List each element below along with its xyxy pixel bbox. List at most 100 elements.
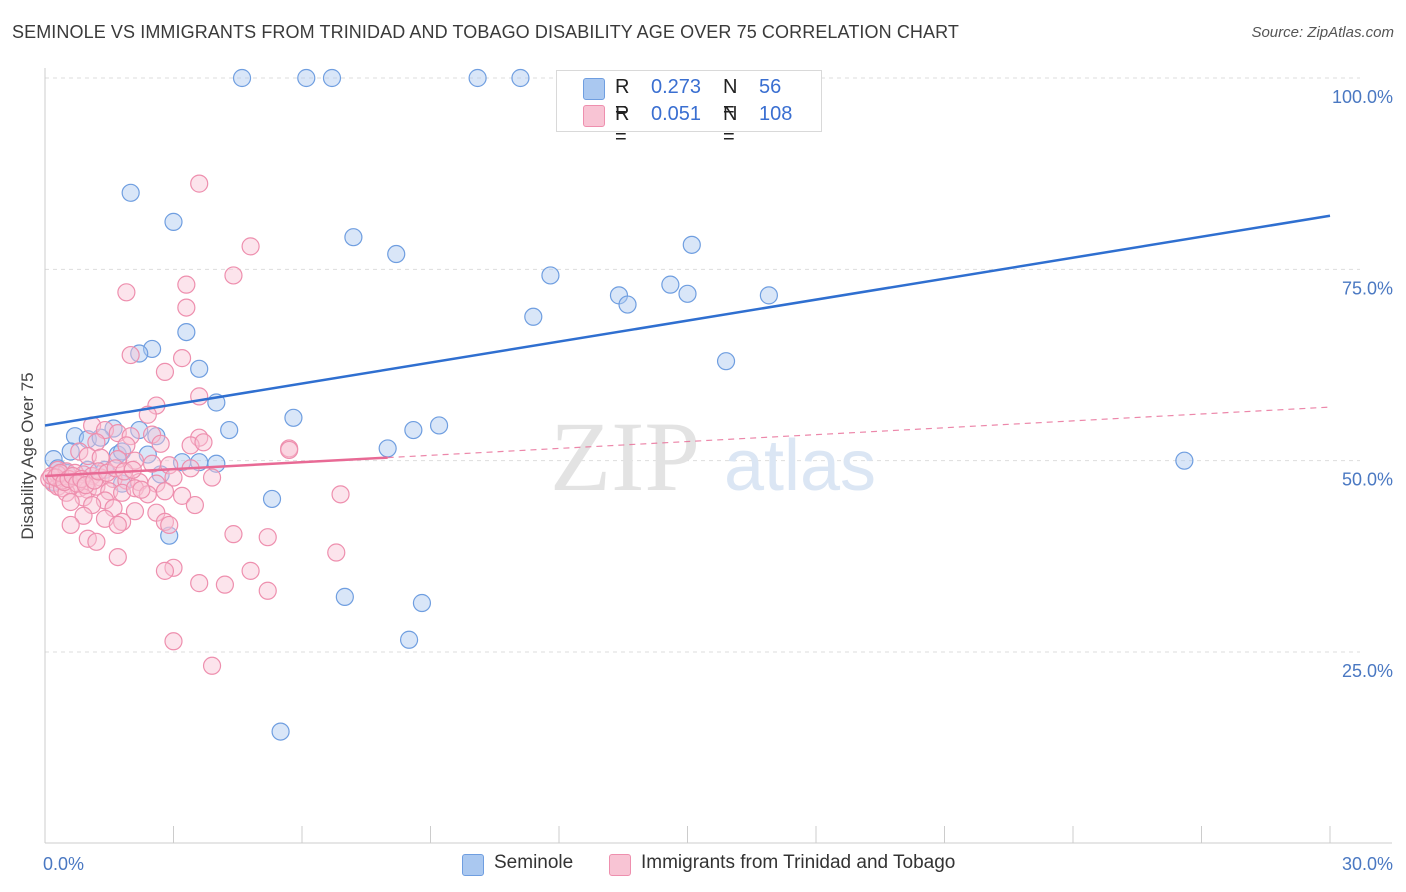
data-point — [177, 298, 196, 317]
data-point — [378, 439, 397, 458]
data-point — [155, 362, 175, 381]
legend-n-value: 56 — [759, 76, 782, 98]
series-label-seminole: Seminole — [494, 852, 574, 873]
x-tick-label: 0.0% — [43, 854, 84, 874]
data-point — [404, 420, 423, 440]
trend-line-seminole — [44, 214, 1331, 427]
data-point — [185, 495, 205, 515]
data-point — [117, 436, 136, 455]
series-label-trinidad: Immigrants from Trinidad and Tobago — [641, 852, 956, 873]
grid-lines — [45, 77, 1360, 653]
series-swatch-seminole — [462, 854, 484, 876]
data-point — [121, 345, 140, 365]
data-point — [716, 352, 736, 371]
data-point — [335, 587, 354, 606]
data-point — [224, 266, 243, 285]
data-point — [190, 574, 209, 593]
data-point — [76, 476, 95, 495]
data-point — [164, 632, 183, 651]
data-point — [61, 515, 80, 535]
data-point — [108, 515, 127, 535]
data-point — [280, 440, 299, 460]
data-point — [541, 266, 560, 285]
data-point — [412, 593, 432, 613]
legend-n-value: 108 — [759, 103, 793, 125]
data-points — [40, 68, 1194, 741]
data-point — [759, 286, 778, 305]
data-point — [387, 244, 406, 264]
data-point — [1175, 451, 1194, 470]
data-point — [232, 68, 252, 88]
y-tick-label: 75.0% — [1342, 278, 1393, 298]
legend-r-value: 0.051 — [651, 103, 702, 125]
data-point — [190, 174, 209, 193]
data-point — [271, 722, 290, 741]
legend-swatch-trinidad — [583, 105, 605, 127]
data-point — [172, 349, 192, 368]
watermark-zip: ZIP — [550, 401, 700, 512]
data-point — [138, 485, 157, 504]
data-point — [177, 275, 196, 294]
y-tick-label: 50.0% — [1342, 470, 1393, 490]
y-tick-label: 100.0% — [1332, 87, 1393, 107]
data-point — [121, 183, 140, 202]
series-trinidad-points — [40, 174, 350, 675]
data-point — [241, 237, 260, 256]
data-point — [151, 434, 170, 453]
data-point — [121, 427, 140, 446]
chart-title: SEMINOLE VS IMMIGRANTS FROM TRINIDAD AND… — [12, 22, 959, 42]
data-point — [224, 525, 243, 544]
trend-line-trinidad-extension — [387, 406, 1331, 459]
data-point — [468, 68, 487, 88]
trend-lines — [44, 214, 1331, 478]
data-point — [678, 284, 697, 303]
data-point — [108, 547, 127, 567]
data-point — [87, 532, 106, 551]
data-point — [297, 68, 316, 88]
data-point — [190, 359, 209, 378]
data-point — [132, 480, 151, 499]
data-point — [399, 630, 419, 649]
data-point — [429, 416, 449, 435]
data-point — [331, 485, 350, 504]
data-point — [70, 442, 89, 461]
y-tick-label: 25.0% — [1342, 661, 1393, 681]
source-label: Source: ZipAtlas.com — [1251, 24, 1394, 41]
data-point — [258, 581, 277, 600]
data-point — [511, 68, 530, 88]
legend-swatch-seminole — [583, 78, 605, 100]
legend-n-label: N = — [723, 76, 738, 121]
legend-r-value: 0.273 — [651, 76, 702, 98]
legend-r-label: R = — [615, 76, 630, 121]
data-point — [125, 502, 145, 521]
data-point — [322, 68, 342, 88]
watermark: ZIP atlas — [550, 401, 876, 512]
data-point — [344, 228, 363, 247]
data-point — [160, 526, 179, 545]
data-point — [155, 482, 175, 501]
x-tick-label: 30.0% — [1342, 854, 1393, 874]
stats-legend: R = 0.273 N = 56 R = 0.051 N = 108 — [556, 70, 822, 148]
data-point — [220, 420, 239, 440]
data-point — [117, 283, 136, 302]
series-swatch-trinidad — [609, 854, 631, 876]
data-point — [202, 656, 222, 675]
data-point — [160, 515, 179, 535]
data-point — [215, 575, 234, 594]
data-point — [172, 486, 192, 505]
data-point — [177, 322, 196, 342]
data-point — [202, 468, 222, 487]
data-point — [155, 561, 175, 580]
data-point — [262, 489, 282, 509]
data-point — [74, 506, 93, 525]
data-point — [682, 235, 701, 254]
data-point — [164, 212, 183, 231]
y-axis-label: Disability Age Over 75 — [18, 372, 37, 539]
data-point — [61, 492, 80, 512]
data-point — [194, 433, 213, 452]
data-point — [661, 275, 680, 294]
data-point — [241, 561, 260, 580]
data-point — [524, 307, 543, 326]
axes: 25.0% 50.0% 75.0% 100.0% 0.0% 30.0% — [43, 68, 1393, 874]
